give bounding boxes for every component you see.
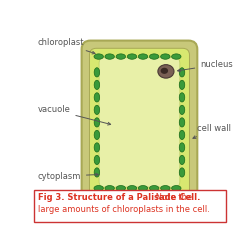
FancyBboxPatch shape bbox=[89, 48, 189, 196]
FancyBboxPatch shape bbox=[34, 190, 225, 222]
Text: cytoplasm: cytoplasm bbox=[37, 172, 98, 181]
Ellipse shape bbox=[179, 68, 184, 77]
Ellipse shape bbox=[94, 105, 99, 115]
Text: nucleus: nucleus bbox=[177, 60, 232, 72]
Ellipse shape bbox=[160, 54, 169, 59]
Ellipse shape bbox=[149, 186, 158, 191]
Ellipse shape bbox=[94, 143, 99, 152]
Ellipse shape bbox=[105, 54, 114, 59]
Ellipse shape bbox=[157, 65, 173, 78]
Ellipse shape bbox=[179, 130, 184, 140]
Text: Note the: Note the bbox=[153, 193, 192, 202]
Ellipse shape bbox=[116, 186, 125, 191]
Text: large amounts of chloroplasts in the cell.: large amounts of chloroplasts in the cel… bbox=[38, 205, 209, 214]
Ellipse shape bbox=[179, 118, 184, 127]
Ellipse shape bbox=[105, 186, 114, 191]
Ellipse shape bbox=[94, 130, 99, 140]
Ellipse shape bbox=[171, 54, 180, 59]
Ellipse shape bbox=[138, 186, 147, 191]
Ellipse shape bbox=[160, 68, 167, 74]
Ellipse shape bbox=[179, 143, 184, 152]
Ellipse shape bbox=[179, 105, 184, 115]
Ellipse shape bbox=[160, 186, 169, 191]
Ellipse shape bbox=[171, 186, 180, 191]
Ellipse shape bbox=[93, 54, 103, 59]
Ellipse shape bbox=[138, 54, 147, 59]
Text: cell wall: cell wall bbox=[192, 124, 230, 138]
Ellipse shape bbox=[179, 80, 184, 90]
FancyBboxPatch shape bbox=[99, 58, 179, 187]
Text: Fig 3. Structure of a Palisade Cell.: Fig 3. Structure of a Palisade Cell. bbox=[38, 193, 200, 202]
Ellipse shape bbox=[94, 80, 99, 90]
Ellipse shape bbox=[179, 168, 184, 177]
Ellipse shape bbox=[94, 168, 99, 177]
Ellipse shape bbox=[94, 93, 99, 102]
Ellipse shape bbox=[116, 54, 125, 59]
Ellipse shape bbox=[127, 54, 136, 59]
Ellipse shape bbox=[179, 155, 184, 164]
Ellipse shape bbox=[127, 186, 136, 191]
Ellipse shape bbox=[93, 186, 103, 191]
Ellipse shape bbox=[149, 54, 158, 59]
Ellipse shape bbox=[179, 93, 184, 102]
Text: chloroplast: chloroplast bbox=[37, 38, 95, 54]
Text: vacuole: vacuole bbox=[37, 106, 110, 125]
Ellipse shape bbox=[94, 118, 99, 127]
FancyBboxPatch shape bbox=[81, 40, 197, 204]
Ellipse shape bbox=[94, 155, 99, 164]
Ellipse shape bbox=[94, 68, 99, 77]
